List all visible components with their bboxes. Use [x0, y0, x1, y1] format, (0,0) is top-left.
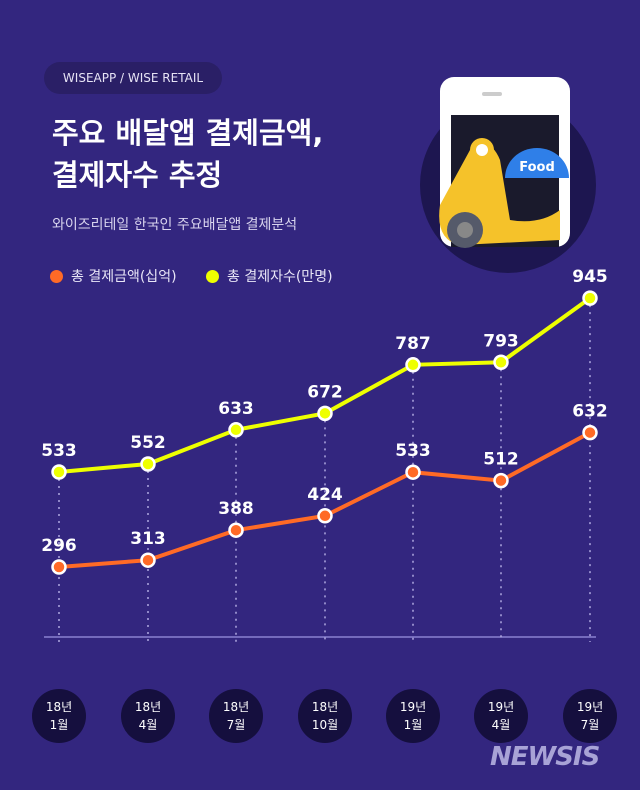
title-line-2: 결제자수 추정 — [52, 158, 223, 192]
newsis-watermark: NEWSIS — [490, 742, 600, 772]
x-tick-label: 19년 — [488, 700, 514, 714]
legend-item-amount: 총 결제금액(십억) — [50, 266, 177, 286]
food-label: Food — [519, 160, 555, 175]
x-tick-badge — [474, 689, 528, 743]
data-point — [317, 405, 333, 422]
legend-item-users: 총 결제자수(만명) — [206, 266, 333, 286]
x-tick-badge — [386, 689, 440, 743]
page-title: 주요 배달앱 결제금액, 결제자수 추정 — [52, 112, 323, 196]
x-tick-label: 7월 — [581, 718, 600, 732]
x-tick-badge — [32, 689, 86, 743]
x-tick-label: 18년 — [312, 700, 338, 714]
legend-dot-yellow — [206, 269, 219, 283]
data-label: 945 — [572, 267, 608, 287]
data-label: 296 — [41, 536, 77, 556]
data-label: 787 — [395, 334, 431, 354]
data-point — [582, 290, 598, 306]
data-label: 533 — [395, 441, 431, 461]
data-point — [582, 424, 598, 441]
data-label: 552 — [130, 433, 166, 453]
x-tick-badge — [121, 689, 175, 743]
legend-label: 총 결제자수(만명) — [227, 269, 333, 285]
data-label: 633 — [218, 399, 254, 419]
data-point — [140, 552, 156, 568]
data-label: 793 — [483, 331, 519, 351]
data-label: 313 — [130, 529, 166, 549]
x-tick-label: 1월 — [404, 718, 423, 732]
legend-dot-orange — [50, 269, 63, 283]
data-point — [51, 559, 67, 575]
x-tick-label: 1월 — [50, 718, 69, 732]
data-point — [317, 508, 333, 524]
x-tick-label: 18년 — [223, 700, 249, 714]
title-line-1: 주요 배달앱 결제금액, — [52, 116, 324, 150]
data-point — [228, 422, 244, 438]
x-tick-label: 18년 — [46, 700, 72, 714]
x-tick-label: 18년 — [135, 700, 161, 714]
source-badge: WISEAPP / WISE RETAIL — [44, 62, 222, 94]
data-point — [405, 357, 421, 373]
x-tick-badge — [298, 689, 352, 743]
x-tick-badge — [563, 689, 617, 743]
x-tick-label: 19년 — [577, 700, 603, 714]
subtitle: 와이즈리테일 한국인 주요배달앱 결제분석 — [52, 217, 298, 233]
data-label: 632 — [572, 402, 608, 422]
data-label: 424 — [307, 485, 343, 505]
data-label: 672 — [307, 382, 343, 402]
x-tick-label: 7월 — [227, 718, 246, 732]
data-label: 533 — [41, 441, 77, 461]
data-point — [228, 522, 244, 538]
data-point — [51, 464, 67, 480]
x-tick-label: 10월 — [312, 718, 338, 732]
legend-label: 총 결제금액(십억) — [71, 269, 177, 285]
x-tick-label: 4월 — [492, 718, 511, 732]
x-tick-badge — [209, 689, 263, 743]
data-point — [493, 354, 509, 371]
data-point — [405, 464, 421, 480]
data-label: 512 — [483, 450, 519, 470]
delivery-illustration: Food — [420, 77, 596, 273]
data-label: 388 — [218, 499, 254, 519]
data-point — [493, 472, 509, 489]
x-tick-label: 19년 — [400, 700, 426, 714]
data-point — [140, 456, 156, 472]
x-tick-label: 4월 — [139, 718, 158, 732]
